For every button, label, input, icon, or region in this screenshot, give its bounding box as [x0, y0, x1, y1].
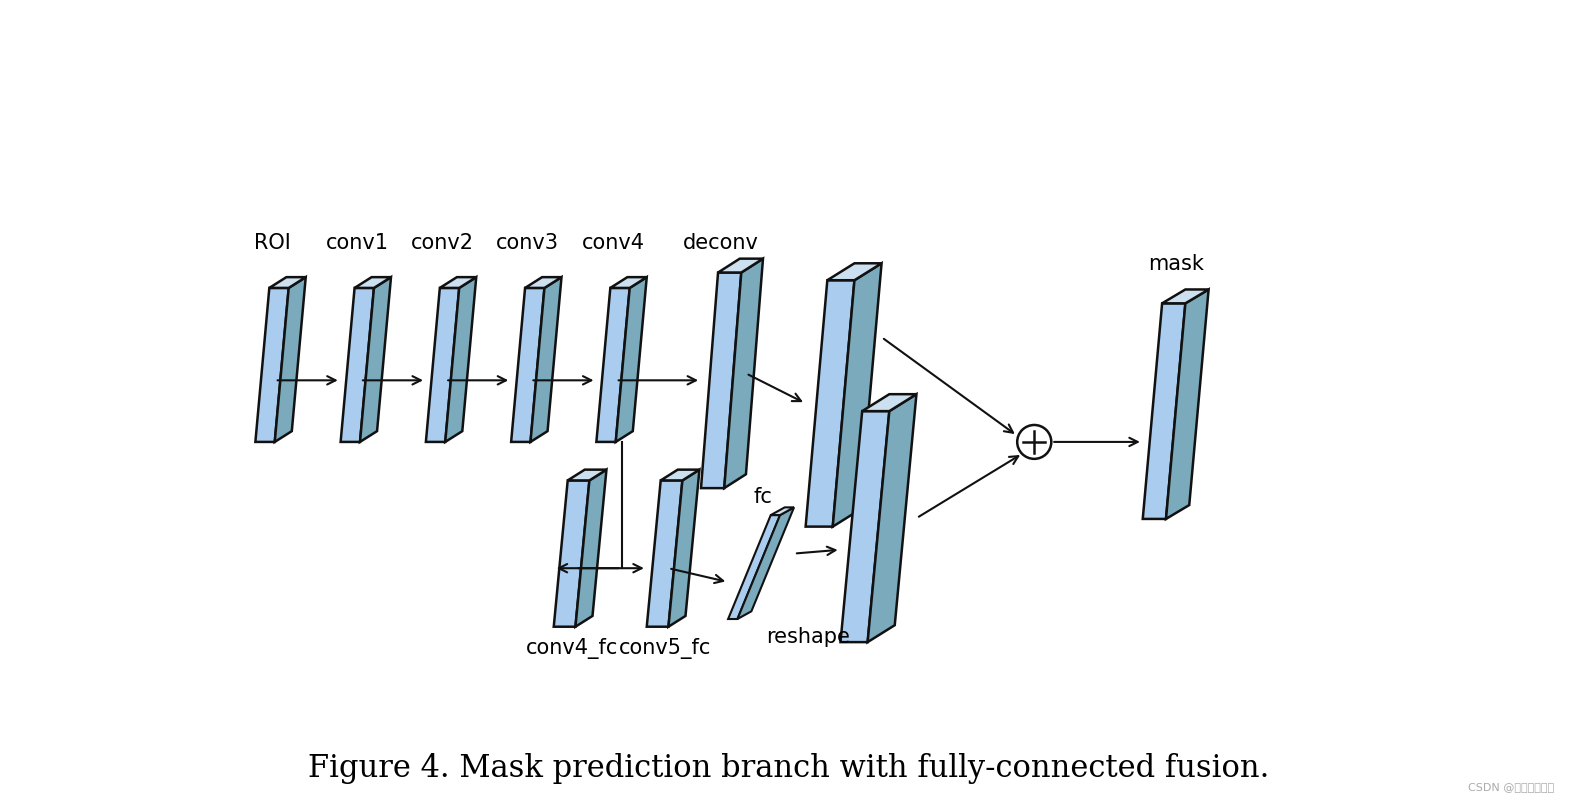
Text: mask: mask — [1147, 254, 1204, 274]
Text: conv5_fc: conv5_fc — [619, 638, 710, 659]
Polygon shape — [426, 288, 459, 442]
Polygon shape — [568, 469, 606, 481]
Text: conv1: conv1 — [325, 234, 388, 253]
Polygon shape — [576, 469, 606, 627]
Polygon shape — [827, 263, 882, 280]
Polygon shape — [275, 277, 306, 442]
Text: reshape: reshape — [765, 627, 851, 646]
Polygon shape — [647, 481, 682, 627]
Text: conv2: conv2 — [410, 234, 473, 253]
Polygon shape — [718, 259, 764, 272]
Polygon shape — [727, 515, 780, 619]
Polygon shape — [270, 277, 306, 288]
Text: conv4: conv4 — [582, 234, 644, 253]
Polygon shape — [511, 288, 544, 442]
Polygon shape — [611, 277, 647, 288]
Text: CSDN @怎么全是重名: CSDN @怎么全是重名 — [1468, 782, 1554, 792]
Polygon shape — [724, 259, 764, 488]
Polygon shape — [525, 277, 562, 288]
Polygon shape — [554, 481, 590, 627]
Polygon shape — [360, 277, 391, 442]
Polygon shape — [596, 288, 630, 442]
Polygon shape — [669, 469, 699, 627]
Polygon shape — [661, 469, 699, 481]
Text: conv4_fc: conv4_fc — [525, 638, 617, 659]
Polygon shape — [862, 394, 917, 411]
Polygon shape — [806, 280, 854, 527]
Polygon shape — [770, 507, 794, 515]
Polygon shape — [1166, 289, 1209, 519]
Polygon shape — [833, 263, 882, 527]
Text: fc: fc — [753, 487, 772, 507]
Text: Figure 4. Mask prediction branch with fully-connected fusion.: Figure 4. Mask prediction branch with fu… — [308, 753, 1270, 784]
Polygon shape — [341, 288, 374, 442]
Polygon shape — [530, 277, 562, 442]
Polygon shape — [256, 288, 289, 442]
Text: deconv: deconv — [683, 234, 759, 253]
Polygon shape — [440, 277, 477, 288]
Polygon shape — [1161, 289, 1209, 303]
Polygon shape — [701, 272, 742, 488]
Polygon shape — [1142, 303, 1185, 519]
Text: conv3: conv3 — [497, 234, 559, 253]
Polygon shape — [868, 394, 917, 642]
Text: ROI: ROI — [254, 234, 290, 253]
Polygon shape — [355, 277, 391, 288]
Polygon shape — [737, 507, 794, 619]
Polygon shape — [445, 277, 477, 442]
Polygon shape — [841, 411, 890, 642]
Polygon shape — [615, 277, 647, 442]
